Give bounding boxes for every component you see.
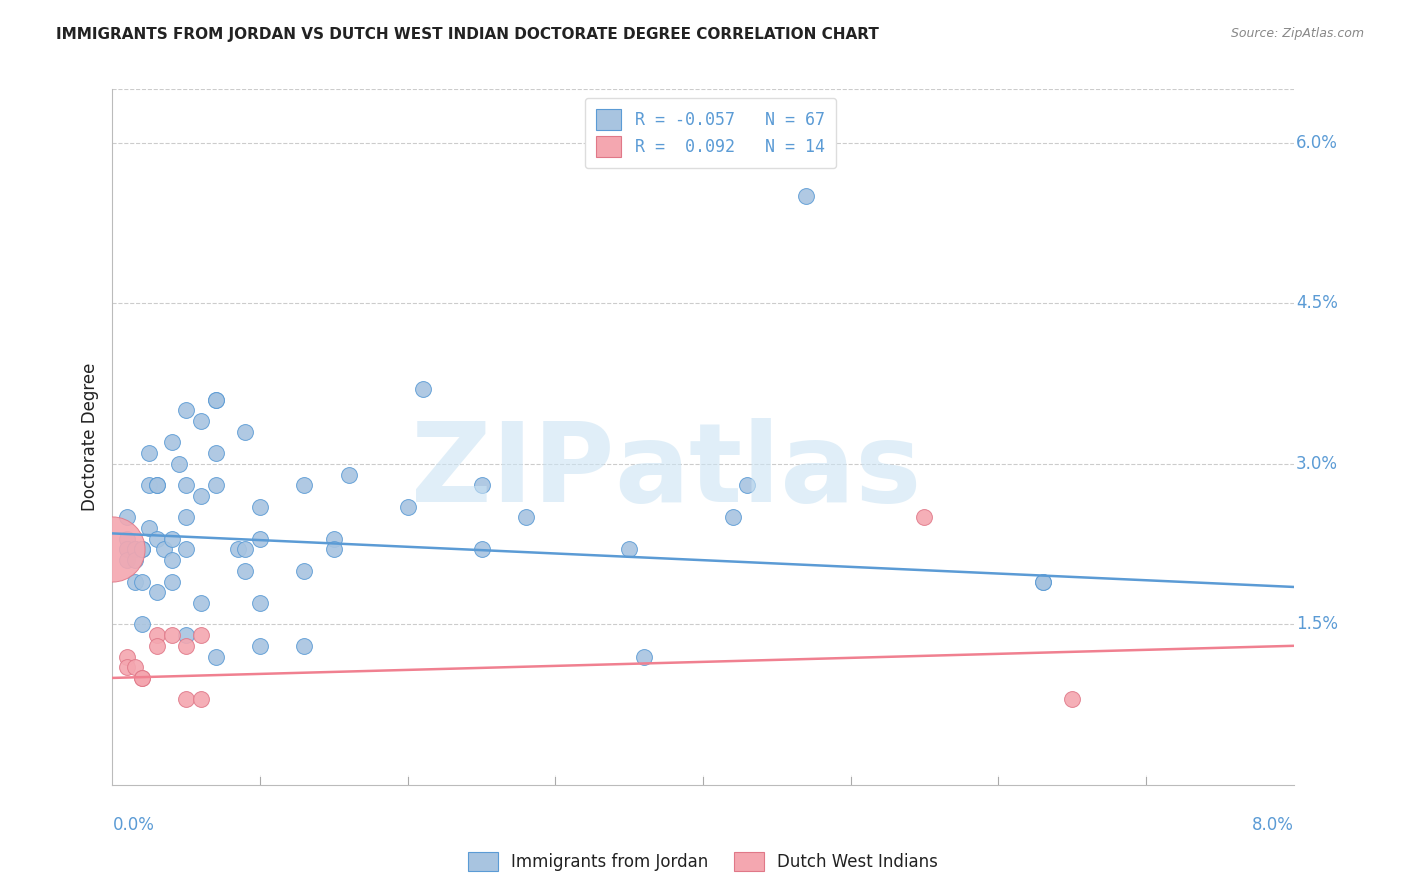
Point (205, 478, 228, 492)
Point (131, 542, 153, 557)
Point (190, 489, 212, 503)
Text: Source: ZipAtlas.com: Source: ZipAtlas.com (1230, 27, 1364, 40)
Point (160, 435, 183, 450)
Point (205, 446, 228, 460)
Point (174, 542, 197, 557)
Point (914, 510, 936, 524)
Point (292, 639, 315, 653)
Legend: Immigrants from Jordan, Dutch West Indians: Immigrants from Jordan, Dutch West India… (460, 843, 946, 880)
Point (131, 542, 153, 557)
Point (117, 510, 138, 524)
Text: 4.5%: 4.5% (1296, 294, 1337, 312)
Point (131, 617, 153, 632)
Point (124, 542, 146, 557)
Point (160, 574, 183, 589)
Point (190, 414, 212, 428)
Text: 8.0%: 8.0% (1251, 816, 1294, 834)
Point (146, 532, 169, 546)
Point (160, 628, 183, 642)
Point (249, 500, 271, 514)
Point (174, 639, 197, 653)
Point (124, 660, 146, 674)
Point (131, 542, 153, 557)
Point (1062, 692, 1084, 706)
Point (101, 542, 124, 557)
Point (190, 692, 212, 706)
Point (174, 628, 197, 642)
Point (153, 542, 176, 557)
Point (146, 478, 169, 492)
Point (233, 542, 256, 557)
Point (292, 478, 315, 492)
Point (1032, 574, 1054, 589)
Point (737, 478, 759, 492)
Text: atlas: atlas (614, 418, 922, 525)
Point (174, 478, 197, 492)
Point (323, 542, 346, 557)
Text: 3.0%: 3.0% (1296, 455, 1339, 473)
Text: ZIP: ZIP (411, 418, 614, 525)
Point (233, 425, 256, 439)
Point (190, 596, 212, 610)
Point (205, 649, 228, 664)
Point (190, 628, 212, 642)
Point (117, 542, 138, 557)
Point (117, 553, 138, 567)
Point (226, 542, 249, 557)
Point (471, 542, 494, 557)
Point (167, 457, 190, 471)
Point (124, 542, 146, 557)
Point (337, 467, 360, 482)
Point (249, 532, 271, 546)
Text: 0.0%: 0.0% (112, 816, 155, 834)
Point (412, 382, 434, 396)
Point (160, 532, 183, 546)
Y-axis label: Doctorate Degree: Doctorate Degree (80, 363, 98, 511)
Point (292, 564, 315, 578)
Point (138, 446, 160, 460)
Point (471, 478, 494, 492)
Point (233, 564, 256, 578)
Point (124, 553, 146, 567)
Point (174, 692, 197, 706)
Point (721, 510, 744, 524)
Point (396, 500, 419, 514)
Point (131, 574, 153, 589)
Point (160, 553, 183, 567)
Point (249, 596, 271, 610)
Point (205, 392, 228, 407)
Point (146, 585, 169, 599)
Point (1032, 574, 1054, 589)
Point (146, 628, 169, 642)
Text: 6.0%: 6.0% (1296, 134, 1337, 152)
Text: IMMIGRANTS FROM JORDAN VS DUTCH WEST INDIAN DOCTORATE DEGREE CORRELATION CHART: IMMIGRANTS FROM JORDAN VS DUTCH WEST IND… (56, 27, 879, 42)
Point (117, 532, 138, 546)
Point (249, 639, 271, 653)
Point (515, 510, 537, 524)
Point (117, 660, 138, 674)
Point (124, 574, 146, 589)
Point (117, 649, 138, 664)
Point (146, 639, 169, 653)
Point (174, 510, 197, 524)
Point (124, 542, 146, 557)
Point (323, 532, 346, 546)
Point (138, 478, 160, 492)
Point (131, 671, 153, 685)
Point (131, 671, 153, 685)
Point (138, 521, 160, 535)
Text: 1.5%: 1.5% (1296, 615, 1339, 633)
Point (146, 478, 169, 492)
Point (619, 542, 641, 557)
Point (174, 403, 197, 417)
Point (117, 542, 138, 557)
Legend: R = -0.057   N = 67, R =  0.092   N = 14: R = -0.057 N = 67, R = 0.092 N = 14 (585, 97, 837, 169)
Point (205, 392, 228, 407)
Point (633, 649, 655, 664)
Point (796, 189, 818, 203)
